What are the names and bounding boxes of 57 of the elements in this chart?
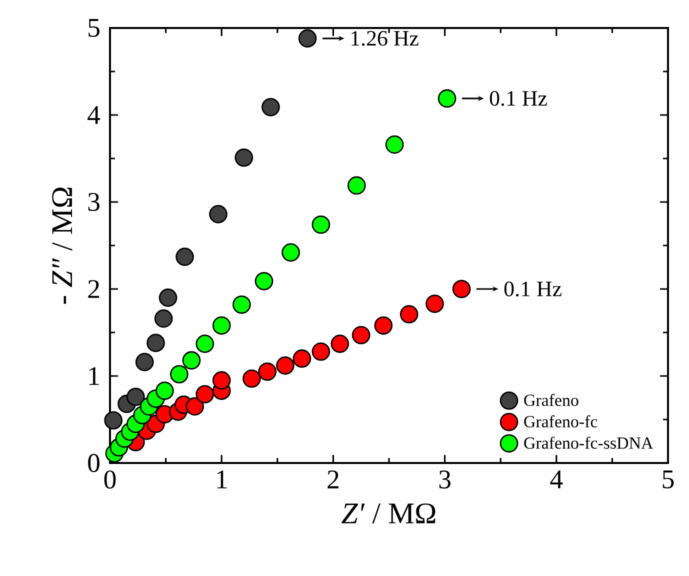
point (276, 356, 294, 375)
annotation: 0.1 Hz (490, 91, 547, 106)
point (312, 215, 330, 234)
point (242, 369, 261, 388)
point (196, 334, 214, 353)
point (452, 280, 471, 298)
point (232, 295, 251, 314)
point (292, 349, 312, 368)
x-tick-label: 3 (439, 470, 450, 489)
point (176, 248, 194, 266)
point (158, 288, 178, 307)
point (426, 294, 444, 313)
point (312, 342, 330, 361)
y-axis-title: - Z″ / MΩ (52, 188, 72, 304)
x-axis-title: Z′ / MΩ (342, 503, 436, 524)
point (170, 365, 188, 384)
annotation: 1.26 Hz (352, 31, 418, 46)
point (262, 98, 280, 116)
y-tick-label: 1 (89, 367, 99, 385)
legend-label: Grafeno (524, 394, 578, 406)
x-tick-label: 5 (662, 470, 674, 488)
point (104, 411, 123, 430)
point (135, 352, 154, 372)
y-tick-label: 2 (88, 280, 100, 298)
point (352, 326, 370, 344)
x-tick-label: 4 (550, 470, 563, 488)
point (347, 176, 366, 195)
x-tick-label: 2 (328, 470, 338, 488)
point (182, 351, 201, 370)
point (254, 272, 274, 290)
point (212, 316, 231, 335)
point (298, 29, 317, 48)
point (385, 135, 404, 154)
point (330, 334, 350, 353)
point (196, 385, 214, 404)
point (234, 148, 254, 167)
y-tick-label: 3 (88, 192, 100, 212)
point (126, 388, 145, 406)
point (146, 334, 165, 352)
point (258, 362, 277, 381)
point (209, 205, 228, 224)
point (212, 371, 231, 390)
x-tick-label: 1 (217, 470, 227, 488)
point (282, 243, 300, 262)
annotation: 0.1 Hz (504, 282, 562, 296)
point (400, 305, 418, 324)
y-tick-label: 4 (88, 106, 100, 124)
y-tick-label: 5 (88, 19, 100, 37)
point (154, 309, 173, 328)
point (438, 89, 456, 108)
point (156, 382, 174, 400)
legend-label: Grafeno-fc (524, 415, 598, 428)
legend-label: Grafeno-fc-ssDNA (524, 436, 654, 449)
point (186, 397, 204, 416)
y-tick-label: 0 (88, 454, 100, 472)
x-tick-label: 0 (104, 470, 116, 489)
point (374, 316, 393, 335)
